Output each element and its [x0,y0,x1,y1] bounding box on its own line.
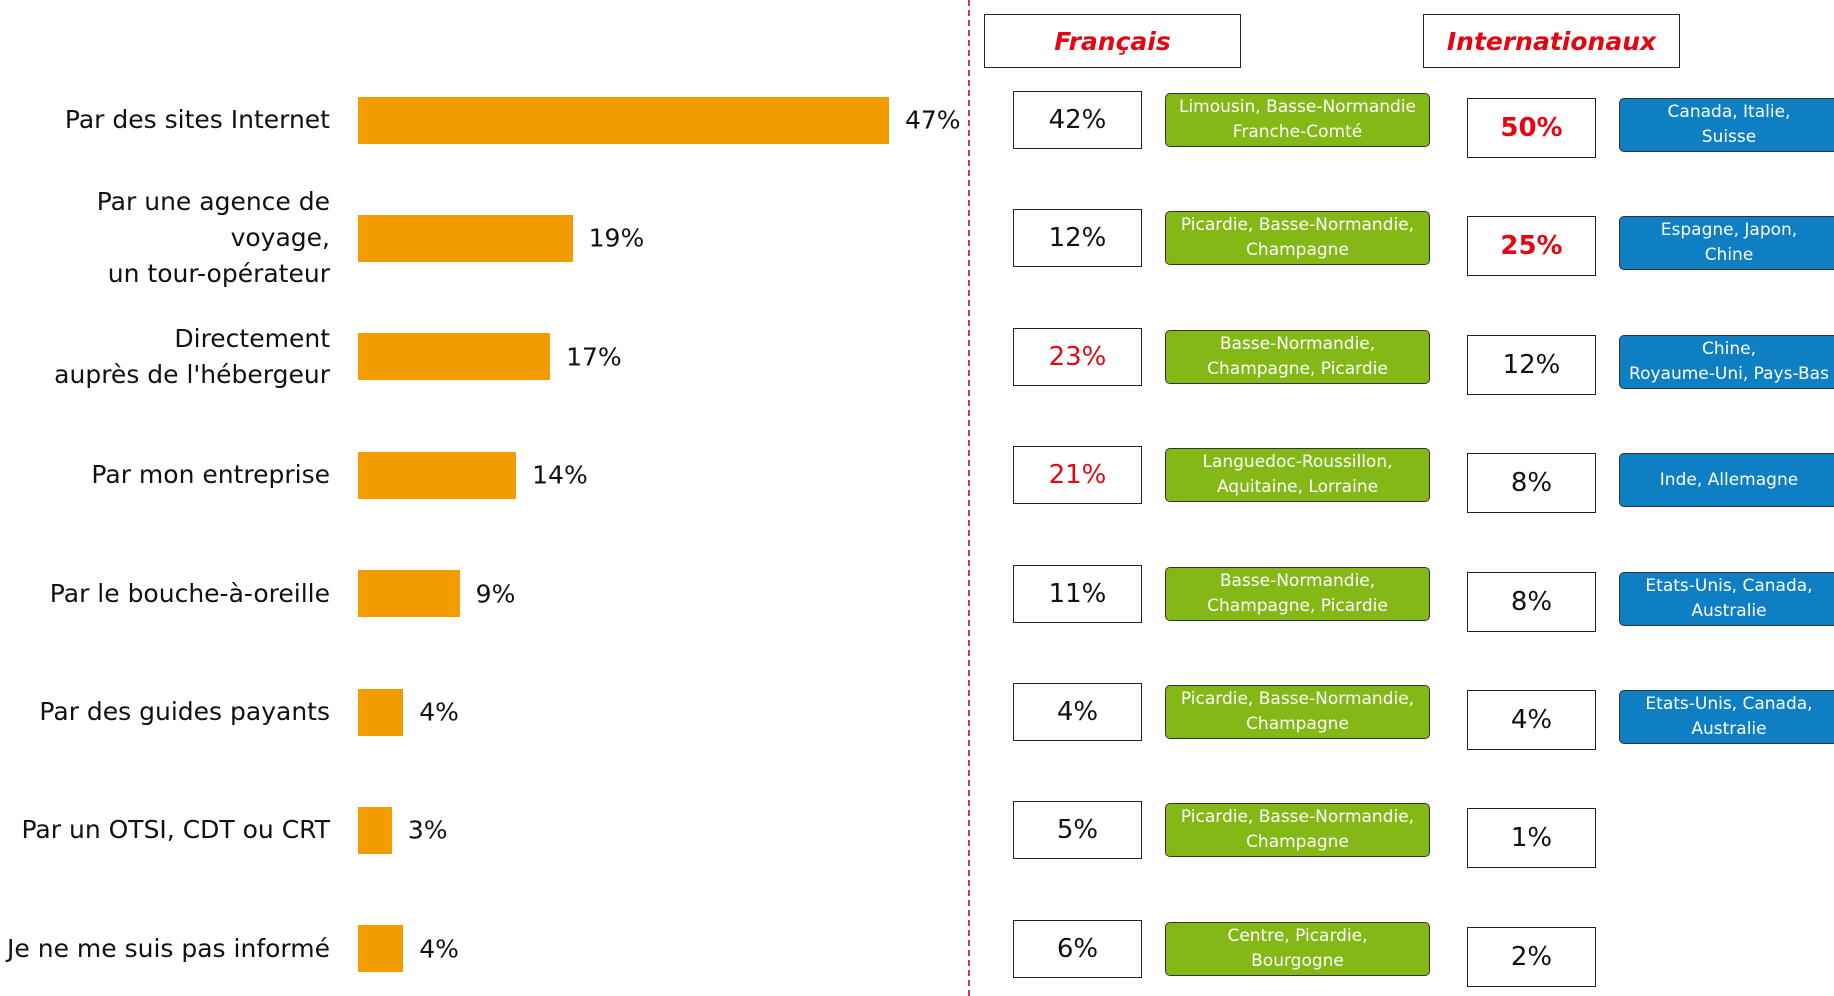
int-percent: 25% [1467,216,1596,277]
region-line: Basse-Normandie, [1219,570,1376,591]
int-percent: 4% [1467,690,1596,750]
region-line: Chine [1704,245,1754,266]
region-line: Champagne, Picardie [1207,595,1388,616]
int-regions-box: Etats-Unis, Canada, Australie [1619,690,1834,744]
category-label: Par un OTSI, CDT ou CRT [21,815,330,845]
region-line: Espagne, Japon, [1660,220,1798,241]
column-header: Internationaux [1423,14,1680,68]
bar [358,570,460,618]
region-line: Etats-Unis, Canada, [1645,575,1813,596]
region-line: Inde, Allemagne [1659,469,1799,490]
region-line: Aquitaine, Lorraine [1216,477,1379,498]
int-percent: 8% [1467,571,1596,632]
category-label: Directement auprès de l'hébergeur [54,323,330,389]
int-regions-box: Inde, Allemagne [1619,453,1834,508]
region-line: Australie [1691,600,1767,621]
region-line: Basse-Normandie, [1219,333,1376,354]
bar [358,688,404,736]
fr-regions-box: Basse-Normandie, Champagne, Picardie [1165,329,1430,384]
int-regions-box: Etats-Unis, Canada, Australie [1619,571,1834,626]
bar [358,333,551,381]
region-line: Canada, Italie, [1667,102,1791,122]
category-label: Par le bouche-à-oreille [49,578,330,608]
category-label: Je ne me suis pas informé [7,933,330,963]
fr-percent: 11% [1013,564,1142,623]
region-line: Suisse [1701,127,1757,147]
bar [358,96,889,144]
region-line: Picardie, Basse-Normandie, [1180,689,1415,709]
fr-regions-box: Limousin, Basse-Normandie Franche-Comté [1165,93,1430,147]
int-percent: 1% [1467,808,1596,869]
category-label: Par une agence de voyage, un tour-opérat… [96,187,330,289]
region-line: Champagne [1246,240,1349,261]
fr-percent: 42% [1013,91,1142,149]
region-line: Etats-Unis, Canada, [1645,694,1813,714]
region-line: Picardie, Basse-Normandie, [1180,807,1415,828]
region-line: Chine, [1701,338,1756,359]
region-line: Bourgogne [1251,950,1344,971]
region-line: Franche-Comté [1232,122,1363,142]
fr-regions-box: Basse-Normandie, Champagne, Picardie [1165,566,1430,621]
region-line: Picardie, Basse-Normandie, [1180,215,1415,236]
fr-percent: 4% [1013,683,1142,741]
fr-percent: 23% [1013,327,1142,386]
fr-regions-box: Picardie, Basse-Normandie, Champagne [1165,685,1430,739]
int-regions-box: Espagne, Japon, Chine [1619,216,1834,271]
value-label: 14% [532,460,588,490]
int-percent: 12% [1467,334,1596,395]
int-percent: 8% [1467,453,1596,514]
column-header: Français [984,14,1241,68]
fr-regions-box: Centre, Picardie, Bourgogne [1165,921,1430,976]
fr-regions-box: Picardie, Basse-Normandie, Champagne [1165,803,1430,858]
category-label: Par mon entreprise [91,460,330,490]
int-percent: 2% [1467,926,1596,987]
value-label: 4% [419,934,459,964]
bar [358,214,573,262]
int-percent: 50% [1467,98,1596,158]
region-line: Limousin, Basse-Normandie [1178,97,1416,117]
region-line: Champagne [1246,714,1349,734]
fr-regions-box: Languedoc-Roussillon, Aquitaine, Lorraine [1165,448,1430,503]
category-label: Par des sites Internet [64,105,330,134]
value-label: 17% [566,342,622,372]
bar [358,806,392,854]
fr-percent: 6% [1013,919,1142,978]
value-label: 47% [905,105,961,135]
category-label: Par des guides payants [39,697,330,726]
divider [968,0,970,996]
region-line: Champagne, Picardie [1207,358,1388,379]
bar [358,925,404,973]
int-regions-box: Chine, Royaume-Uni, Pays-Bas [1619,334,1834,389]
value-label: 19% [588,223,645,253]
value-label: 9% [475,579,516,609]
region-line: Champagne [1246,832,1349,853]
value-label: 3% [407,815,448,845]
region-line: Centre, Picardie, [1227,925,1368,946]
value-label: 4% [419,697,459,727]
int-regions-box: Canada, Italie, Suisse [1619,98,1834,152]
fr-percent: 12% [1013,209,1142,268]
region-line: Royaume-Uni, Pays-Bas [1629,363,1829,384]
region-line: Languedoc-Roussillon, [1202,452,1393,473]
fr-regions-box: Picardie, Basse-Normandie, Champagne [1165,211,1430,266]
bar [358,451,517,499]
region-line: Australie [1691,719,1767,739]
fr-percent: 21% [1013,446,1142,505]
fr-percent: 5% [1013,801,1142,860]
